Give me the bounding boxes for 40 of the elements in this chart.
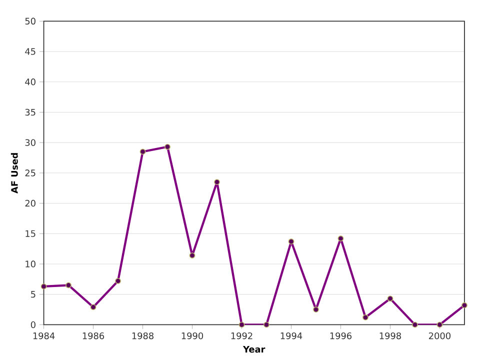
point (313, 306, 319, 313)
y-axis-title: AF Used (10, 153, 18, 194)
y-tick-label: 25 (25, 170, 36, 177)
y-tick-label: 10 (26, 260, 36, 268)
point (264, 322, 270, 328)
y-tick-label: 50 (25, 18, 36, 25)
x-tick-label: 1988 (132, 332, 154, 340)
point (164, 144, 170, 150)
x-tick-label: 1994 (280, 332, 302, 340)
point (412, 322, 418, 328)
point (338, 236, 344, 242)
x-tick-label: 1998 (380, 332, 401, 340)
y-tick-label: 40 (25, 78, 36, 86)
point (288, 238, 294, 245)
point (461, 302, 468, 308)
x-tick-label: 1992 (231, 332, 252, 340)
x-axis-title: Year (242, 346, 266, 353)
point (214, 179, 220, 186)
y-tick-label: 20 (25, 200, 36, 207)
point (140, 148, 146, 155)
point (436, 322, 443, 328)
point (115, 278, 121, 284)
point (66, 282, 72, 288)
point (189, 252, 196, 259)
y-tick-label: 45 (25, 48, 36, 56)
x-tick-label: 1990 (182, 332, 204, 340)
point (238, 322, 245, 328)
x-tick-label: 1986 (82, 332, 104, 340)
y-tick-label: 35 (25, 109, 36, 116)
point (387, 296, 394, 302)
point (90, 304, 96, 310)
x-tick-label: 2000 (429, 332, 450, 340)
point (40, 284, 47, 290)
y-tick-label: 5 (31, 291, 36, 298)
point (362, 314, 368, 321)
y-tick-label: 30 (25, 139, 36, 146)
x-tick-label: 1984 (33, 332, 55, 340)
x-tick-label: 1996 (330, 332, 352, 340)
y-tick-label: 15 (26, 230, 36, 238)
y-tick-label: 0 (30, 322, 36, 328)
